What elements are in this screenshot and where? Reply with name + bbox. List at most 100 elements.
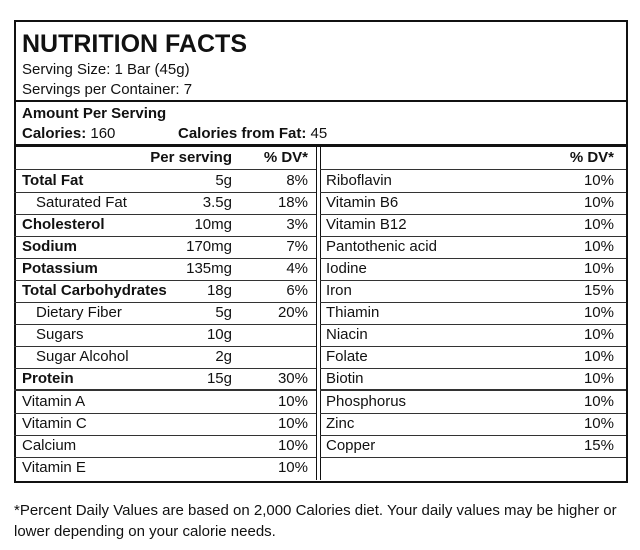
nutrient-name: Pantothenic acid <box>326 238 437 255</box>
row-line <box>320 435 626 436</box>
col-header: % DV* <box>263 149 308 166</box>
nutrient-dv: 10% <box>583 238 614 255</box>
nutrient-amount: 3.5g <box>202 194 232 211</box>
nutrient-name: Iron <box>326 282 352 299</box>
calories-from-fat: Calories from Fat: 45 <box>178 123 327 145</box>
nutrient-amount: 5g <box>215 172 232 189</box>
nutrient-name: Phosphorus <box>326 393 407 410</box>
calories-label: Calories: <box>22 125 87 142</box>
nutrient-name: Riboflavin <box>326 172 392 189</box>
divider-thick <box>14 144 626 147</box>
row-line <box>14 302 316 303</box>
nutrient-name: Protein <box>22 370 74 387</box>
row-line <box>320 258 626 259</box>
row-line <box>320 236 626 237</box>
divider <box>14 100 626 102</box>
row-line <box>320 169 626 170</box>
row-line <box>320 324 626 325</box>
nutrient-dv: 10% <box>583 260 614 277</box>
row-line <box>320 214 626 215</box>
row-line <box>14 236 316 237</box>
row-line <box>14 368 316 369</box>
nutrient-name: Iodine <box>326 260 367 277</box>
row-line <box>320 192 626 193</box>
row-line <box>320 457 626 458</box>
footnote: *Percent Daily Values are based on 2,000… <box>14 502 617 540</box>
nutrient-name: Sugars <box>36 326 84 343</box>
row-line <box>14 192 316 193</box>
calories-value: 160 <box>90 125 116 142</box>
nutrient-name: Thiamin <box>326 304 380 321</box>
nutrient-dv: 10% <box>583 216 614 233</box>
serving-size: Serving Size: 1 Bar (45g) <box>22 61 190 78</box>
label-frame <box>14 20 628 483</box>
nutrient-dv: 10% <box>583 172 614 189</box>
row-line <box>14 346 316 347</box>
column-border <box>320 146 321 480</box>
nutrient-dv: 3% <box>286 216 308 233</box>
nutrient-amount: 5g <box>215 304 232 321</box>
nutrient-name: Zinc <box>326 415 355 432</box>
title: NUTRITION FACTS <box>22 30 247 58</box>
row-line <box>320 368 626 369</box>
nutrient-name: Vitamin B12 <box>326 216 407 233</box>
nutrient-name: Vitamin A <box>22 393 86 410</box>
nutrient-name: Niacin <box>326 326 368 343</box>
nutrient-name: Copper <box>326 437 376 454</box>
nutrient-dv: 4% <box>286 260 308 277</box>
nutrient-name: Sodium <box>22 238 77 255</box>
nutrient-name: Potassium <box>22 260 98 277</box>
row-line <box>14 413 316 414</box>
row-line <box>320 302 626 303</box>
nutrient-dv: 15% <box>583 282 614 299</box>
row-line <box>320 389 626 391</box>
nutrient-dv: 10% <box>277 415 308 432</box>
nutrient-name: Calcium <box>22 437 77 454</box>
amount-heading: Amount Per Serving <box>22 105 167 122</box>
nutrient-name: Vitamin C <box>22 415 87 432</box>
col-header: Per serving <box>150 149 232 166</box>
row-line <box>14 258 316 259</box>
nutrient-dv: 10% <box>277 437 308 454</box>
nutrient-dv: 7% <box>286 238 308 255</box>
calories-from-fat-value: 45 <box>310 125 328 142</box>
row-line <box>14 169 316 170</box>
nutrient-name: Total Carbohydrates <box>22 282 167 299</box>
nutrient-amount: 15g <box>206 370 232 387</box>
nutrient-name: Sugar Alcohol <box>36 348 129 365</box>
nutrient-name: Biotin <box>326 370 364 387</box>
nutrient-dv: 18% <box>277 194 308 211</box>
nutrient-dv: 10% <box>583 194 614 211</box>
nutrient-name: Folate <box>326 348 368 365</box>
column-border <box>316 146 317 480</box>
nutrient-dv: 10% <box>583 393 614 410</box>
nutrient-name: Dietary Fiber <box>36 304 122 321</box>
nutrient-dv: 10% <box>277 459 308 476</box>
nutrient-dv: 10% <box>583 370 614 387</box>
nutrient-dv: 30% <box>277 370 308 387</box>
nutrient-dv: 6% <box>286 282 308 299</box>
calories-from-fat-label: Calories from Fat: <box>178 125 307 142</box>
nutrient-amount: 135mg <box>186 260 232 277</box>
nutrient-dv: 15% <box>583 437 614 454</box>
row-line <box>14 214 316 215</box>
row-line <box>320 346 626 347</box>
nutrient-name: Saturated Fat <box>36 194 127 211</box>
nutrient-dv: 10% <box>277 393 308 410</box>
nutrient-dv: 10% <box>583 415 614 432</box>
row-line <box>14 324 316 325</box>
col-header: % DV* <box>569 149 614 166</box>
nutrient-amount: 18g <box>206 282 232 299</box>
nutrient-name: Total Fat <box>22 172 84 189</box>
nutrient-dv: 10% <box>583 348 614 365</box>
nutrient-name: Vitamin E <box>22 459 86 476</box>
nutrient-name: Cholesterol <box>22 216 105 233</box>
nutrient-dv: 10% <box>583 304 614 321</box>
nutrient-amount: 2g <box>215 348 232 365</box>
row-line <box>14 280 316 281</box>
nutrient-dv: 8% <box>286 172 308 189</box>
row-line <box>14 389 316 391</box>
nutrient-amount: 10g <box>206 326 232 343</box>
nutrient-amount: 10mg <box>194 216 232 233</box>
